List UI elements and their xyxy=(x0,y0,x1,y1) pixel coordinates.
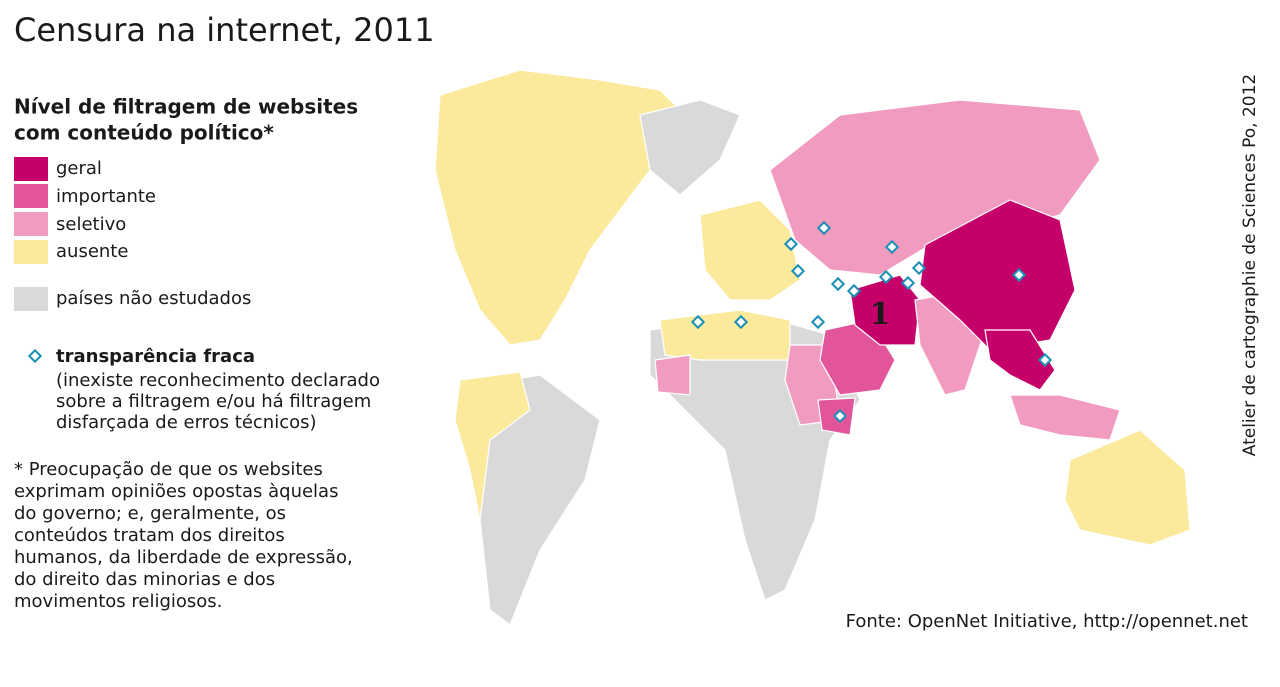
footnote: conteúdos tratam dos direitos xyxy=(14,525,285,546)
region xyxy=(1009,394,1121,441)
region xyxy=(434,69,691,346)
region xyxy=(654,354,691,396)
region xyxy=(1064,429,1191,546)
marker xyxy=(1037,352,1053,368)
region xyxy=(639,99,741,196)
credit: Atelier de cartographie de Sciences Po, … xyxy=(1240,74,1260,457)
marker xyxy=(832,408,848,424)
marker xyxy=(783,236,799,252)
marker xyxy=(1011,267,1027,283)
marker xyxy=(690,314,706,330)
legend-swatch xyxy=(14,212,48,236)
source: Fonte: OpenNet Initiative, http://openne… xyxy=(846,611,1248,632)
legend-title: Nível de filtragem de websites xyxy=(14,95,358,119)
legend-label: países não estudados xyxy=(56,288,251,309)
marker xyxy=(790,263,806,279)
marker xyxy=(878,269,894,285)
legend-label: geral xyxy=(56,158,102,179)
legend-title: com conteúdo político* xyxy=(14,121,274,145)
marker xyxy=(900,275,916,291)
legend-swatch xyxy=(14,287,48,311)
title: Censura na internet, 2011 xyxy=(14,11,435,49)
marker xyxy=(810,314,826,330)
marker xyxy=(846,283,862,299)
legend-marker xyxy=(27,348,43,364)
legend-label: transparência fraca xyxy=(56,346,255,367)
marker xyxy=(830,276,846,292)
region xyxy=(659,309,791,361)
footnote: do direito das minorias e dos xyxy=(14,569,275,590)
marker xyxy=(816,220,832,236)
legend-swatch xyxy=(14,184,48,208)
marker xyxy=(733,314,749,330)
legend-note: (inexiste reconhecimento declarado xyxy=(56,370,380,391)
legend-note: sobre a filtragem e/ou há filtragem xyxy=(56,391,371,412)
footnote: exprimam opiniões opostas àquelas xyxy=(14,481,338,502)
legend-swatch xyxy=(14,240,48,264)
map-label: 1 xyxy=(870,297,891,332)
legend-label: ausente xyxy=(56,241,128,262)
world-map: 1 xyxy=(434,69,1191,626)
footnote: movimentos religiosos. xyxy=(14,591,222,612)
region xyxy=(454,371,531,521)
legend-swatch xyxy=(14,157,48,181)
legend-label: importante xyxy=(56,186,156,207)
marker xyxy=(884,239,900,255)
region xyxy=(699,199,801,301)
region xyxy=(984,329,1056,391)
region xyxy=(919,199,1076,351)
footnote: * Preocupação de que os websites xyxy=(14,459,323,480)
footnote: do governo; e, geralmente, os xyxy=(14,503,286,524)
footnote: humanos, da liberdade de expressão, xyxy=(14,547,353,568)
legend-label: seletivo xyxy=(56,214,126,235)
legend-note: disfarçada de erros técnicos) xyxy=(56,412,317,433)
region xyxy=(849,274,921,346)
marker xyxy=(911,260,927,276)
